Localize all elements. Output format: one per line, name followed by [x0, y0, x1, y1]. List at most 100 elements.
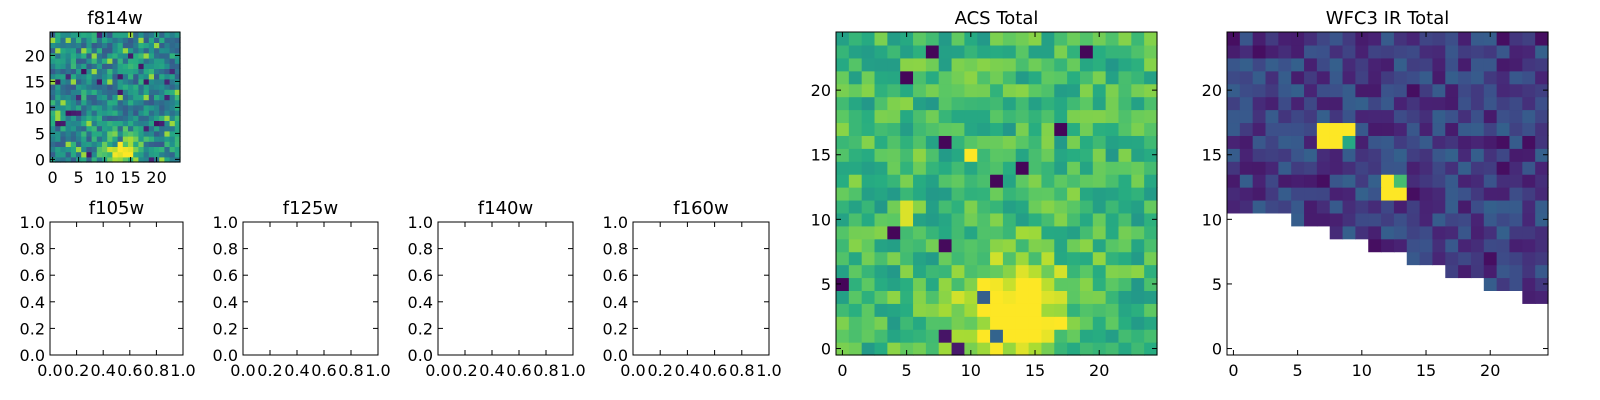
heatmap-cell — [169, 73, 176, 80]
heatmap-cell — [1509, 70, 1523, 85]
heatmap-cell — [1522, 225, 1536, 240]
heatmap-cell — [990, 109, 1004, 124]
heatmap-cell — [1535, 96, 1549, 111]
heatmap-cell — [122, 115, 129, 121]
y-tick-label: 0.8 — [20, 240, 45, 259]
heatmap-cell — [1445, 251, 1459, 266]
heatmap-cell — [159, 94, 165, 101]
heatmap-cell — [1522, 44, 1536, 59]
heatmap-cell — [951, 277, 965, 291]
heatmap-cell — [1067, 342, 1081, 356]
heatmap-cell — [148, 78, 155, 85]
heatmap-cell — [836, 70, 850, 85]
heatmap-cell — [169, 104, 176, 111]
heatmap-cell — [1028, 199, 1043, 214]
axes-frame — [49, 31, 181, 163]
heatmap-cell — [925, 303, 940, 317]
heatmap-cell — [1496, 57, 1511, 72]
heatmap-cell — [1483, 135, 1498, 149]
y-tick-label: 15 — [25, 72, 45, 91]
heatmap-cell — [951, 303, 965, 317]
heatmap-cell — [60, 47, 67, 54]
x-tick-label: 0.4 — [284, 361, 309, 380]
heatmap-cell — [1291, 122, 1305, 136]
heatmap-cell — [112, 68, 119, 75]
heatmap-cell — [964, 225, 978, 240]
heatmap-cell — [60, 141, 67, 147]
heatmap-cell — [1252, 199, 1267, 214]
heatmap-cell — [1509, 44, 1523, 59]
heatmap-cell — [887, 161, 901, 175]
heatmap-cell — [138, 156, 145, 163]
heatmap-cell — [874, 316, 888, 330]
heatmap-cell — [1131, 32, 1145, 46]
heatmap-cell — [159, 104, 165, 111]
heatmap-cell — [122, 32, 129, 38]
heatmap-cell — [1002, 44, 1017, 59]
heatmap-cell — [1535, 277, 1549, 291]
heatmap-cell — [117, 78, 124, 85]
heatmap-cell — [81, 73, 87, 80]
heatmap-cell — [951, 174, 965, 188]
heatmap-cell — [1381, 44, 1395, 59]
heatmap-cell — [913, 329, 927, 343]
heatmap-cell — [1002, 225, 1017, 240]
heatmap-cell — [1079, 109, 1094, 124]
heatmap-cell — [1432, 109, 1446, 124]
heatmap-cell — [81, 151, 87, 158]
heatmap-cell — [1144, 174, 1158, 188]
heatmap-cell — [1105, 96, 1120, 111]
heatmap-cell — [990, 290, 1004, 304]
heatmap-cell — [1265, 83, 1279, 98]
heatmap-cell — [159, 32, 165, 38]
heatmap-cell — [1419, 251, 1434, 266]
heatmap-cell — [1092, 57, 1107, 72]
heatmap-cell — [96, 125, 103, 132]
heatmap-cell — [112, 151, 119, 158]
heatmap-cell — [1079, 148, 1094, 162]
heatmap-cell — [1291, 32, 1305, 46]
heatmap-cell — [164, 78, 171, 85]
heatmap-cell — [60, 156, 67, 163]
heatmap-cell — [964, 277, 978, 291]
x-tick-label: 0.2 — [257, 361, 282, 380]
heatmap-cell — [1496, 199, 1511, 214]
heatmap-cell — [169, 146, 176, 153]
heatmap-cell — [1118, 109, 1132, 124]
heatmap-cell — [1067, 109, 1081, 124]
heatmap-cell — [1432, 187, 1446, 201]
heatmap-cell — [1252, 109, 1267, 124]
heatmap-cell — [1015, 316, 1030, 330]
heatmap-cell — [1079, 212, 1094, 227]
heatmap-cell — [1118, 238, 1132, 253]
heatmap-cell — [70, 115, 77, 121]
y-tick-label: 0.4 — [213, 293, 238, 312]
heatmap-cell — [81, 78, 87, 85]
heatmap-cell — [848, 187, 863, 201]
heatmap-cell — [951, 161, 965, 175]
heatmap-cell — [1067, 212, 1081, 227]
heatmap-cell — [154, 136, 160, 142]
x-tick-label: 10 — [961, 361, 981, 380]
heatmap-cell — [102, 136, 108, 142]
heatmap-cell — [1015, 83, 1030, 98]
heatmap-cell — [154, 120, 160, 127]
heatmap-cell — [86, 58, 93, 64]
heatmap-cell — [1265, 109, 1279, 124]
heatmap-cell — [1028, 57, 1043, 72]
heatmap-cell — [1144, 303, 1158, 317]
heatmap-cell — [55, 37, 61, 43]
heatmap-cell — [55, 146, 61, 153]
heatmap-cell — [81, 58, 87, 64]
heatmap-cell — [900, 83, 914, 98]
heatmap-cell — [81, 63, 87, 69]
heatmap-cell — [1445, 122, 1459, 136]
heatmap-cell — [1239, 44, 1254, 59]
heatmap-cell — [138, 32, 145, 38]
heatmap-cell — [925, 277, 940, 291]
heatmap-cell — [169, 120, 176, 127]
heatmap-cell — [1329, 32, 1344, 46]
heatmap-cell — [1131, 148, 1145, 162]
heatmap-cell — [1496, 277, 1511, 291]
heatmap-cell — [990, 238, 1004, 253]
